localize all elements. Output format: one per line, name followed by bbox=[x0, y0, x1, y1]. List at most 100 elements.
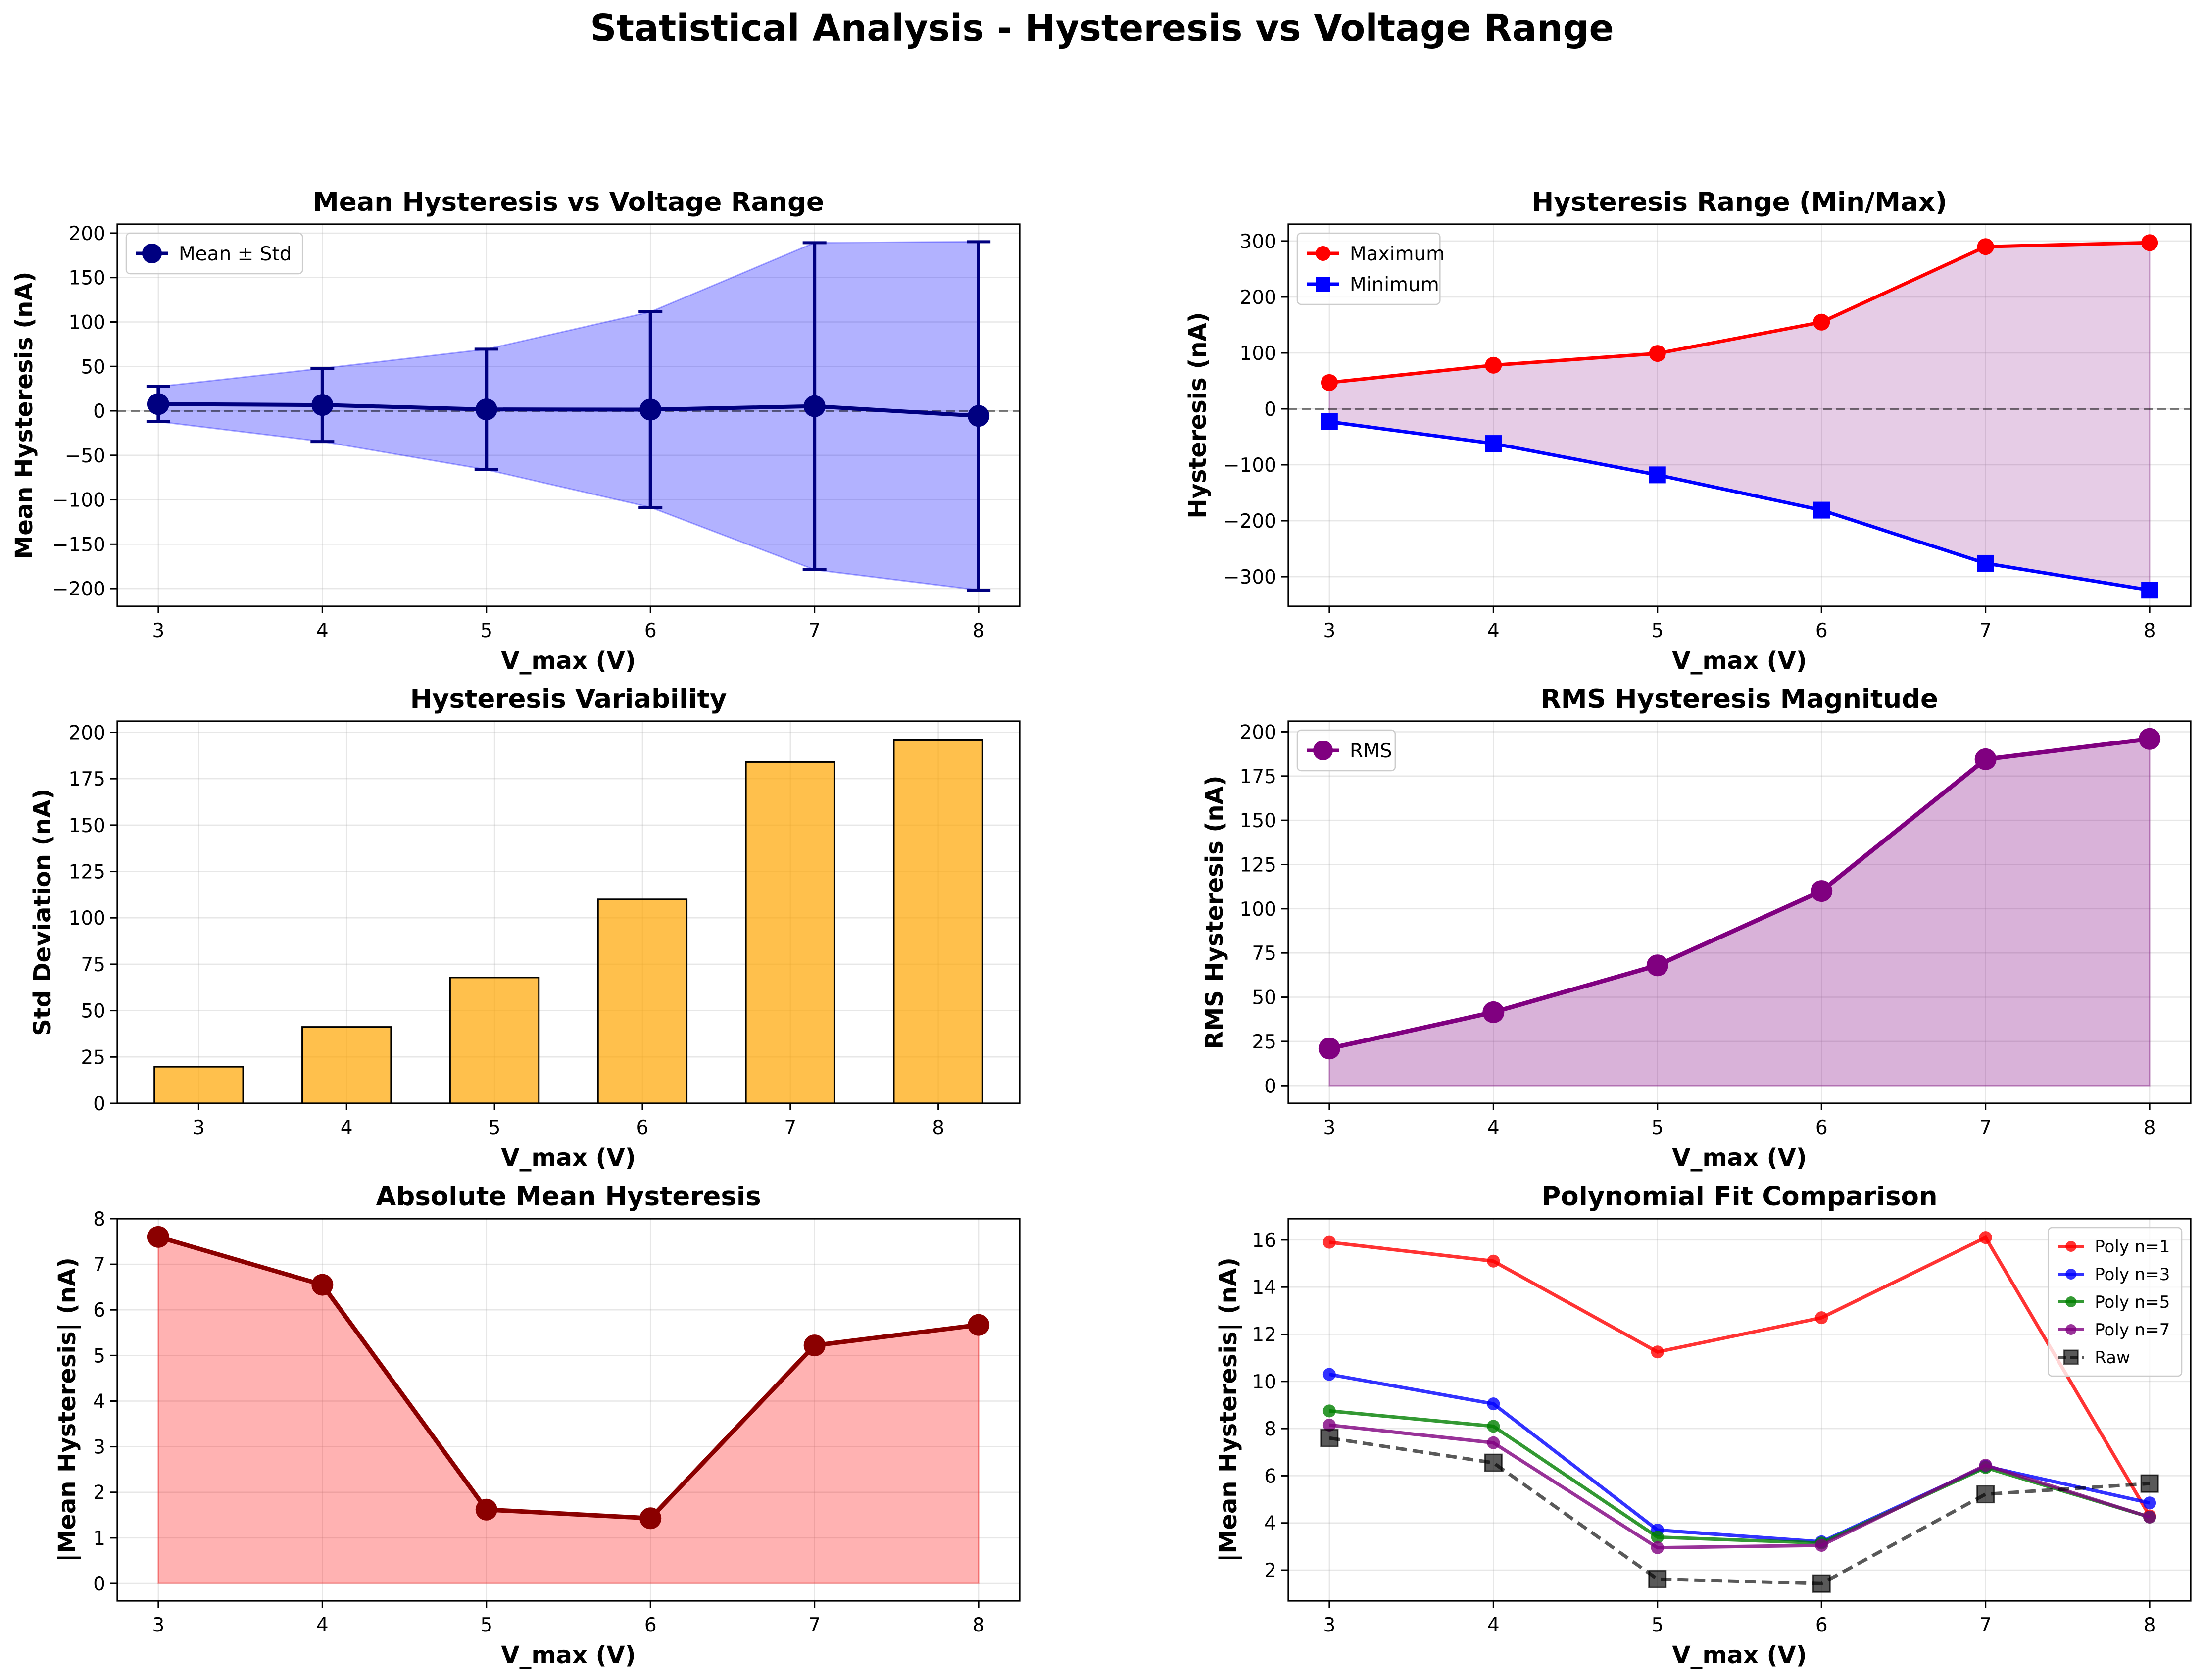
mean-line bbox=[158, 402, 979, 418]
x-tick-label: 7 bbox=[808, 1614, 821, 1636]
data-point bbox=[1979, 1458, 1992, 1472]
x-tick-label: 8 bbox=[2144, 620, 2156, 642]
x-tick-label: 7 bbox=[1979, 1117, 1992, 1139]
y-tick-label: 2 bbox=[1264, 1560, 1276, 1582]
data-point bbox=[2141, 582, 2158, 599]
data-point bbox=[1485, 435, 1502, 452]
data-point bbox=[1651, 1531, 1664, 1544]
x-tick-label: 8 bbox=[2144, 1117, 2156, 1139]
series-line bbox=[1329, 241, 2150, 385]
y-tick-label: 6 bbox=[1264, 1465, 1276, 1487]
plot-frame bbox=[116, 223, 1021, 607]
legend-box bbox=[1296, 729, 1396, 772]
y-tick-label: 50 bbox=[81, 1000, 105, 1023]
data-point bbox=[1979, 1231, 1992, 1244]
x-tick-label: 5 bbox=[489, 1117, 501, 1139]
legend-box bbox=[2047, 1227, 2183, 1377]
y-axis-label: |Mean Hysteresis| (nA) bbox=[53, 1257, 81, 1562]
y-tick-label: −150 bbox=[52, 534, 105, 556]
chart-title: Polynomial Fit Comparison bbox=[1541, 1182, 1937, 1212]
bar bbox=[893, 739, 983, 1104]
y-tick-label: 14 bbox=[1252, 1277, 1276, 1299]
chart-title: Hysteresis Range (Min/Max) bbox=[1532, 187, 1947, 217]
data-point bbox=[1487, 1436, 1500, 1449]
x-axis-label: V_max (V) bbox=[1672, 647, 1807, 675]
chart-title: Mean Hysteresis vs Voltage Range bbox=[313, 187, 824, 217]
data-point bbox=[1321, 413, 1338, 430]
data-point bbox=[1320, 1429, 1339, 1447]
series-line bbox=[1329, 420, 2150, 592]
data-point bbox=[639, 1507, 662, 1530]
x-tick-label: 3 bbox=[1323, 620, 1335, 642]
legend-box bbox=[125, 232, 303, 275]
x-tick-label: 8 bbox=[932, 1117, 944, 1139]
x-tick-label: 5 bbox=[1651, 1117, 1664, 1139]
legend-marker bbox=[1316, 246, 1330, 261]
x-tick-label: 4 bbox=[1487, 620, 1500, 642]
y-tick-label: 0 bbox=[93, 1093, 105, 1115]
y-tick-label: 0 bbox=[1264, 1075, 1276, 1097]
x-axis-label: V_max (V) bbox=[501, 1144, 636, 1172]
y-tick-label: 0 bbox=[1264, 398, 1276, 421]
y-tick-label: 16 bbox=[1252, 1230, 1276, 1252]
rms-line bbox=[1328, 737, 2150, 1051]
data-point bbox=[968, 1314, 990, 1336]
bar bbox=[153, 1066, 244, 1104]
data-point bbox=[2143, 1496, 2156, 1510]
y-tick-label: 125 bbox=[69, 861, 105, 884]
x-tick-label: 5 bbox=[480, 1614, 492, 1636]
y-tick-label: 200 bbox=[1240, 721, 1276, 743]
chart-title: Absolute Mean Hysteresis bbox=[376, 1182, 761, 1212]
y-tick-label: 75 bbox=[81, 954, 105, 976]
data-point bbox=[1974, 748, 1997, 770]
legend-label: Maximum bbox=[1350, 243, 1445, 265]
y-tick-label: 300 bbox=[1240, 231, 1276, 253]
data-point bbox=[2141, 234, 2158, 251]
data-point bbox=[1318, 1038, 1340, 1060]
data-point bbox=[1977, 554, 1994, 572]
y-tick-label: 0 bbox=[93, 1573, 105, 1595]
data-point bbox=[2143, 1510, 2156, 1524]
y-axis-label: Mean Hysteresis (nA) bbox=[10, 272, 38, 559]
legend-marker bbox=[2063, 1349, 2079, 1365]
data-point bbox=[1321, 374, 1338, 391]
data-point bbox=[1646, 954, 1668, 977]
y-tick-label: 1 bbox=[93, 1528, 105, 1550]
y-tick-label: 100 bbox=[69, 311, 105, 334]
x-axis-label: V_max (V) bbox=[501, 1641, 636, 1669]
data-point bbox=[1487, 1420, 1500, 1433]
y-tick-label: 50 bbox=[81, 356, 105, 378]
y-tick-label: 8 bbox=[1264, 1418, 1276, 1440]
x-tick-label: 3 bbox=[1323, 1614, 1335, 1636]
y-tick-label: −50 bbox=[65, 445, 105, 467]
chart-title: Hysteresis Variability bbox=[410, 684, 727, 714]
data-point bbox=[1815, 1539, 1828, 1552]
x-tick-label: 8 bbox=[973, 620, 985, 642]
x-tick-label: 4 bbox=[316, 1614, 329, 1636]
x-tick-label: 6 bbox=[637, 1117, 649, 1139]
legend-label: Poly n=5 bbox=[2095, 1292, 2170, 1312]
data-point bbox=[475, 398, 497, 421]
data-point bbox=[1813, 313, 1830, 331]
x-tick-label: 3 bbox=[193, 1117, 205, 1139]
legend-marker bbox=[1313, 741, 1333, 760]
y-tick-label: 7 bbox=[93, 1254, 105, 1276]
y-tick-label: 6 bbox=[93, 1299, 105, 1322]
y-tick-label: −100 bbox=[1224, 454, 1276, 477]
bar bbox=[745, 761, 835, 1104]
data-point bbox=[1322, 1418, 1336, 1432]
y-tick-label: −100 bbox=[52, 490, 105, 512]
x-tick-label: 7 bbox=[1979, 1614, 1992, 1636]
data-point bbox=[1487, 1397, 1500, 1411]
x-tick-label: 3 bbox=[152, 1614, 164, 1636]
legend-label: Minimum bbox=[1350, 274, 1439, 296]
data-point bbox=[147, 393, 169, 415]
x-tick-label: 8 bbox=[973, 1614, 985, 1636]
y-tick-label: 150 bbox=[1240, 810, 1276, 832]
data-point bbox=[1649, 466, 1666, 484]
legend-label: Poly n=7 bbox=[2095, 1320, 2170, 1340]
legend-marker bbox=[2065, 1296, 2077, 1307]
plot-frame bbox=[116, 720, 1021, 1104]
